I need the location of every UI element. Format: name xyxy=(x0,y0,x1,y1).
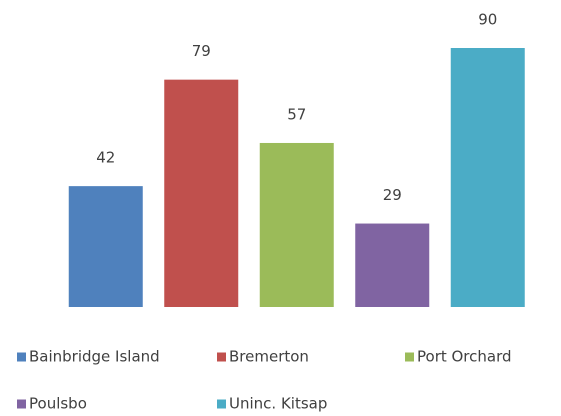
legend-label: Uninc. Kitsap xyxy=(229,395,327,413)
legend-label: Port Orchard xyxy=(417,348,512,366)
legend-label: Poulsbo xyxy=(29,395,87,413)
legend-swatch xyxy=(217,399,226,409)
legend-swatch xyxy=(217,352,226,362)
bar xyxy=(164,79,239,308)
legend-swatch xyxy=(17,399,26,409)
data-label: 90 xyxy=(478,11,497,29)
bar xyxy=(259,142,334,307)
data-label: 42 xyxy=(96,149,115,167)
bar xyxy=(68,186,143,307)
data-label: 79 xyxy=(192,42,211,60)
legend-swatch xyxy=(405,352,414,362)
legend-label: Bainbridge Island xyxy=(29,348,160,366)
legend-label: Bremerton xyxy=(229,348,309,366)
data-label: 57 xyxy=(287,105,306,123)
legend-swatch xyxy=(17,352,26,362)
data-label: 29 xyxy=(383,186,402,204)
bar xyxy=(355,223,430,307)
bar xyxy=(450,48,525,307)
